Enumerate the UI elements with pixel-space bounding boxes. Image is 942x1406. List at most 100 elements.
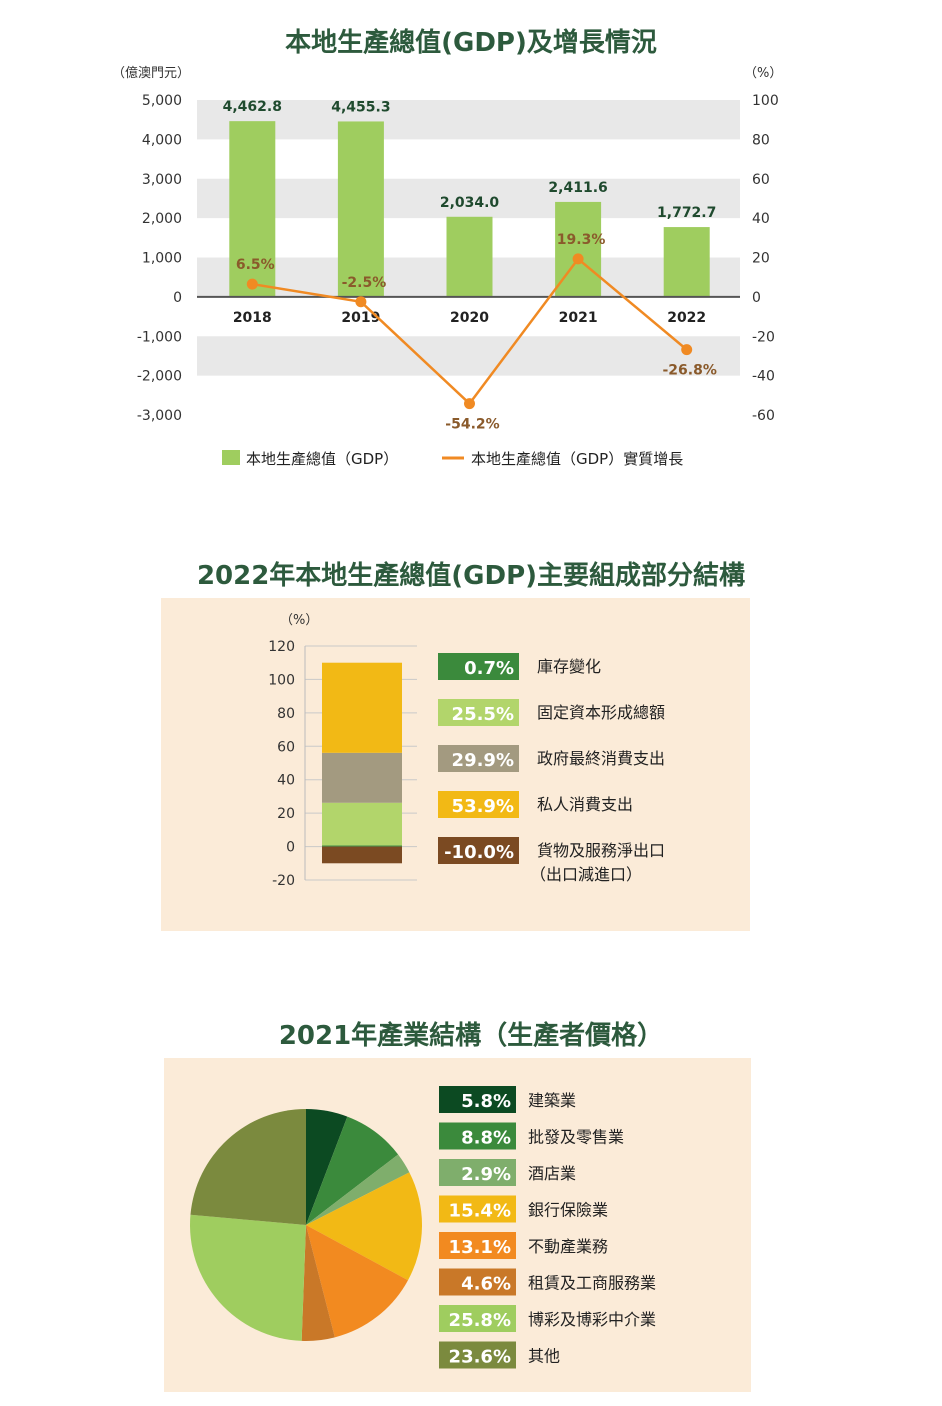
pie-legend-value: 15.4% [449, 1201, 511, 1222]
pie-legend-value: 8.8% [461, 1128, 511, 1149]
composition-badge [438, 699, 519, 726]
left-tick-label: 5,000 [142, 93, 182, 109]
composition-tick-label: 40 [277, 773, 295, 789]
pie-legend-label: 銀行保險業 [528, 1201, 608, 1220]
right-tick-label: 40 [752, 211, 770, 227]
right-tick-label: -40 [752, 369, 775, 385]
growth-label: -26.8% [663, 363, 717, 379]
growth-label: -2.5% [342, 275, 387, 291]
composition-badge [438, 653, 519, 680]
right-tick-label: 100 [752, 93, 779, 109]
pie-legend-badge [439, 1195, 516, 1223]
pie-slice [301, 1225, 335, 1341]
gdp-bar [229, 121, 276, 297]
left-tick-label: 3,000 [142, 172, 182, 188]
left-tick-label: -2,000 [137, 369, 182, 385]
composition-segment [322, 752, 402, 803]
gdp-growth-chart: 5,000 4,000 3,000 2,000 1,000 0 -1,000 -2,000 -3… [112, 65, 782, 468]
composition-tick-label: 20 [277, 806, 295, 822]
pie-slice [306, 1154, 410, 1225]
industry-structure-chart: 5.8% 建築業 8.8% 批發及零售業 2.9% 酒店業 15.4% 銀行保險業 13.1% 不… [190, 1086, 656, 1369]
pie-legend-badge [439, 1159, 516, 1186]
pie-slice [190, 1214, 306, 1341]
composition-legend-label: 庫存變化 [537, 657, 601, 676]
pie-legend-value: 13.1% [449, 1237, 511, 1258]
chart2-title: 2022年本地生產總值(GDP)主要組成部分結構 [196, 561, 746, 591]
composition-badge-value: 25.5% [452, 704, 514, 725]
gdp-bar [337, 121, 384, 297]
composition-unit: （%） [280, 613, 318, 628]
pie-legend-label: 其他 [528, 1347, 560, 1366]
pie-legend-label: 博彩及博彩中介業 [528, 1310, 656, 1329]
gdp-bar-label: 1,772.7 [657, 205, 716, 221]
composition-tick-label: 80 [277, 706, 295, 722]
gdp-composition-chart: （%） 120 100 80 60 40 20 0 -20 0.7% 庫存變化 25.5% 固定資本形成… [268, 613, 665, 889]
chart3-title: 2021年產業結構（生產者價格） [278, 1021, 664, 1051]
x-tick-label: 2022 [667, 310, 706, 326]
composition-badge [438, 837, 519, 864]
gdp-bar-label: 2,411.6 [548, 180, 607, 196]
pie-legend-value: 23.6% [449, 1347, 511, 1368]
pie-legend-value: 4.6% [461, 1274, 511, 1295]
right-tick-label: 80 [752, 132, 770, 148]
pie-legend-label: 酒店業 [528, 1164, 576, 1183]
right-axis-unit: （%） [744, 66, 782, 81]
pie-legend-badge [439, 1232, 516, 1259]
left-tick-label: -1,000 [137, 329, 182, 345]
left-tick-label: 1,000 [142, 251, 182, 267]
legend-bar-swatch [222, 450, 240, 465]
composition-badge-value: 53.9% [452, 796, 514, 817]
x-tick-label: 2019 [341, 310, 380, 326]
right-tick-label: 0 [752, 290, 761, 306]
pie-slice [306, 1225, 409, 1338]
pie-slice [306, 1172, 422, 1281]
pie-legend-label: 不動產業務 [528, 1237, 608, 1256]
growth-point [572, 253, 584, 265]
right-tick-label: -60 [752, 408, 775, 424]
pie-legend-badge [439, 1122, 516, 1150]
pie-slice [190, 1109, 306, 1225]
x-tick-label: 2021 [559, 310, 598, 326]
right-tick-label: -20 [752, 329, 775, 345]
left-tick-label: -3,000 [137, 408, 182, 424]
pie-legend-badge [439, 1341, 516, 1369]
composition-legend-label: 私人消費支出 [537, 795, 633, 814]
growth-label: 6.5% [236, 257, 275, 273]
pie-legend-value: 25.8% [449, 1310, 511, 1331]
composition-segment [322, 662, 402, 753]
pie-legend-value: 5.8% [461, 1091, 511, 1112]
growth-point [681, 344, 693, 356]
composition-segment-negative [322, 846, 402, 864]
pie-slice [306, 1116, 399, 1225]
composition-badge-value: -10.0% [444, 842, 514, 863]
gdp-bar [663, 227, 710, 297]
grid-band [197, 178, 740, 219]
composition-legend-label-sub: （出口減進口） [530, 865, 642, 884]
growth-label: -54.2% [445, 417, 499, 433]
growth-point [246, 278, 258, 290]
composition-badge [438, 745, 519, 772]
x-tick-label: 2020 [450, 310, 489, 326]
pie-legend-badge [439, 1305, 516, 1332]
gdp-bar [446, 216, 493, 297]
composition-segment [322, 845, 402, 847]
pie-legend-label: 批發及零售業 [528, 1128, 624, 1147]
right-tick-label: 60 [752, 172, 770, 188]
gdp-bar-label: 4,455.3 [331, 99, 390, 115]
composition-tick-label: 0 [286, 840, 295, 856]
composition-tick-label: 60 [277, 739, 295, 755]
legend-line-label: 本地生產總值（GDP）實質增長 [471, 450, 683, 468]
pie-slice [306, 1109, 348, 1225]
gdp-bar-label: 4,462.8 [223, 99, 282, 115]
composition-legend-label: 固定資本形成總額 [537, 703, 665, 722]
growth-label: 19.3% [557, 232, 606, 248]
pie-legend-label: 建築業 [528, 1091, 576, 1110]
grid-band [197, 100, 740, 140]
composition-legend-label: 貨物及服務淨出口 [537, 841, 665, 860]
gdp-bar [555, 201, 602, 297]
composition-badge-value: 0.7% [464, 658, 514, 679]
pie-legend-label: 租賃及工商服務業 [528, 1274, 656, 1293]
left-tick-label: 2,000 [142, 211, 182, 227]
left-axis-unit: （億澳門元） [112, 65, 190, 81]
composition-tick-label: 100 [268, 672, 295, 688]
